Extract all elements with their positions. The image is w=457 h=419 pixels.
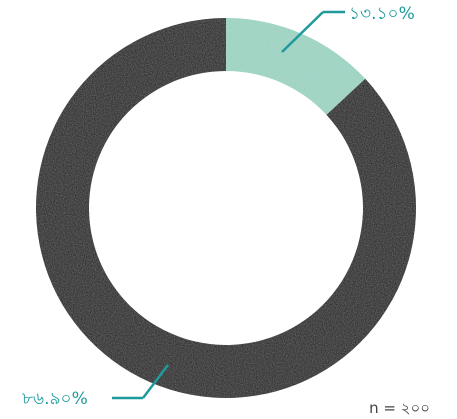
slice-label-1: ৮৬.৯০% — [22, 389, 88, 409]
callout-line-slice-1 — [142, 364, 169, 399]
sample-size-annotation: n = ২০০ — [369, 399, 430, 417]
slice-label-0: ১৩.১০% — [349, 4, 415, 24]
donut-slices — [36, 18, 417, 398]
donut-slice-0 — [226, 18, 366, 115]
callout-line-slice-0 — [281, 11, 324, 53]
